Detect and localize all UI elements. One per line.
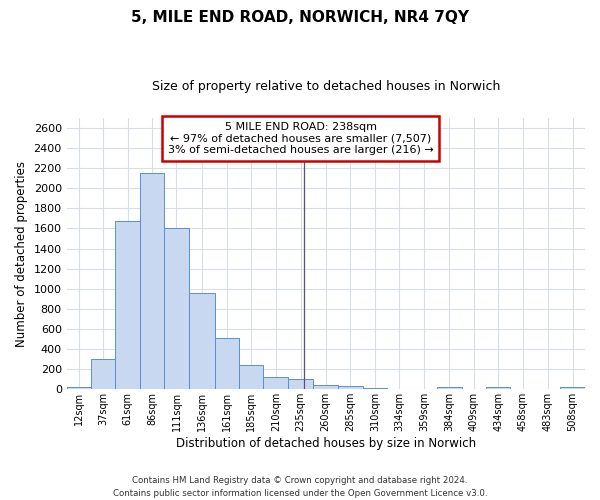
Bar <box>67 388 91 390</box>
Text: 5 MILE END ROAD: 238sqm
← 97% of detached houses are smaller (7,507)
3% of semi-: 5 MILE END ROAD: 238sqm ← 97% of detache… <box>168 122 434 155</box>
Bar <box>461 389 487 390</box>
Bar <box>535 389 560 390</box>
Bar <box>387 389 412 390</box>
Bar <box>239 364 263 390</box>
Bar <box>363 388 387 390</box>
Text: Contains HM Land Registry data © Crown copyright and database right 2024.
Contai: Contains HM Land Registry data © Crown c… <box>113 476 487 498</box>
Bar <box>288 379 313 390</box>
Bar <box>487 388 511 390</box>
Bar <box>164 228 188 390</box>
Title: Size of property relative to detached houses in Norwich: Size of property relative to detached ho… <box>152 80 500 93</box>
X-axis label: Distribution of detached houses by size in Norwich: Distribution of detached houses by size … <box>176 437 476 450</box>
Bar <box>263 377 288 390</box>
Bar <box>313 385 338 390</box>
Bar <box>140 173 164 390</box>
Bar <box>91 359 115 390</box>
Bar <box>115 222 140 390</box>
Bar <box>215 338 239 390</box>
Bar <box>338 386 363 390</box>
Bar <box>560 388 585 390</box>
Y-axis label: Number of detached properties: Number of detached properties <box>15 160 28 346</box>
Bar <box>511 389 535 390</box>
Bar <box>437 388 461 390</box>
Bar <box>188 293 215 390</box>
Text: 5, MILE END ROAD, NORWICH, NR4 7QY: 5, MILE END ROAD, NORWICH, NR4 7QY <box>131 10 469 25</box>
Bar <box>412 389 437 390</box>
